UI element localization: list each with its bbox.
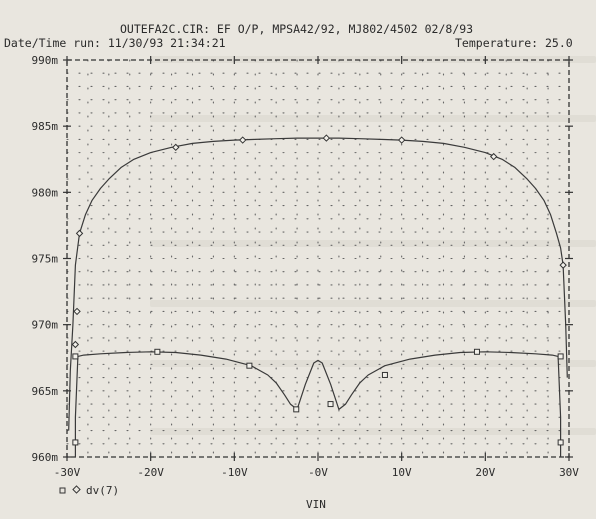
x-tick-label: 10V — [392, 466, 412, 479]
plot-title: OUTEFA2C.CIR: EF O/P, MPSA42/92, MJ802/4… — [120, 22, 473, 36]
bleed-through-line — [150, 240, 596, 247]
square-marker — [293, 406, 300, 413]
diamond-marker — [489, 152, 498, 161]
diamond-marker-icon — [72, 485, 81, 494]
square-marker — [327, 401, 334, 408]
square-marker — [473, 348, 480, 355]
square-marker — [72, 353, 79, 360]
y-tick-label: 960m — [32, 451, 59, 464]
y-axis: 960m 965m 970m 975m 980m 985m 990m — [32, 54, 573, 464]
bleed-through-line — [150, 360, 596, 367]
diamond-marker — [71, 340, 80, 349]
grid — [66, 59, 570, 458]
square-marker — [154, 348, 161, 355]
x-tick-label: 30V — [559, 466, 579, 479]
bleed-through-line — [150, 300, 596, 307]
square-marker — [557, 439, 564, 446]
run-timestamp: Date/Time run: 11/30/93 21:34:21 — [4, 36, 226, 50]
series-line-diamond — [68, 137, 568, 431]
y-tick-label: 985m — [32, 120, 59, 133]
x-tick-label: -0V — [308, 466, 328, 479]
diamond-marker — [238, 136, 247, 144]
bleed-through-line — [150, 115, 596, 122]
x-tick-label: -30V — [54, 466, 81, 479]
y-tick-label: 980m — [32, 186, 59, 199]
diamond-marker — [172, 143, 180, 152]
x-axis-label: VIN — [306, 498, 326, 511]
diamond-marker — [75, 229, 84, 238]
square-marker-icon — [59, 487, 66, 494]
y-tick-label: 970m — [32, 319, 59, 332]
square-marker — [381, 371, 388, 378]
series-line-square — [74, 351, 562, 457]
diamond-marker — [73, 307, 81, 316]
square-marker — [557, 353, 564, 360]
series-layer — [68, 134, 568, 457]
square-marker — [72, 439, 79, 446]
x-tick-label: -20V — [137, 466, 164, 479]
y-tick-label: 990m — [32, 54, 59, 67]
legend-label: dv(7) — [86, 484, 119, 497]
y-tick-label: 975m — [32, 253, 59, 266]
diamond-marker — [322, 134, 331, 142]
bleed-through-line — [150, 428, 596, 435]
square-marker — [246, 362, 253, 369]
temperature-label: Temperature: 25.0 — [455, 36, 573, 50]
diamond-marker — [559, 261, 567, 269]
x-tick-label: 20V — [475, 466, 495, 479]
legend: dv(7) — [59, 484, 119, 497]
x-axis: -30V -20V -10V -0V 10V 20V 30V — [54, 56, 579, 479]
x-tick-label: -10V — [221, 466, 248, 479]
diamond-marker — [397, 136, 406, 144]
y-tick-label: 965m — [32, 385, 59, 398]
